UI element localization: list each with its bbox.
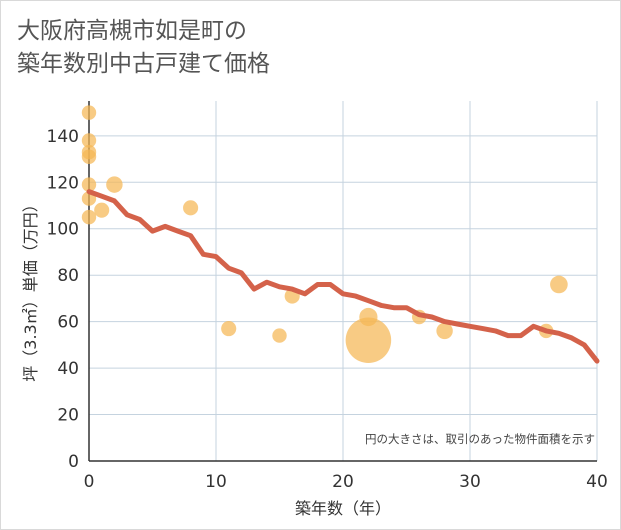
y-tick-label-0: 0 bbox=[68, 452, 79, 472]
y-tick-label-7: 140 bbox=[47, 127, 79, 147]
scatter-point-3 bbox=[81, 149, 97, 164]
scatter-point-8 bbox=[106, 176, 123, 193]
y-tick-label-2: 40 bbox=[57, 359, 79, 379]
scatter-point-4 bbox=[81, 177, 97, 192]
chart-title-line-2: 築年数別中古戸建て価格 bbox=[17, 51, 270, 77]
y-tick-label-5: 100 bbox=[47, 220, 79, 240]
scatter-point-16 bbox=[436, 322, 453, 340]
scatter-point-0 bbox=[81, 105, 97, 120]
trend-line bbox=[86, 189, 600, 364]
x-axis-title: 築年数（年） bbox=[295, 499, 391, 518]
scatter-point-10 bbox=[221, 321, 237, 337]
scatter-point-13 bbox=[345, 317, 392, 363]
x-tick-label-0: 0 bbox=[84, 472, 95, 492]
y-tick-label-4: 80 bbox=[57, 266, 79, 286]
y-axis-title: 坪（3.3㎡）単価（万円） bbox=[21, 196, 40, 381]
tick-labels: 0 10 20 30 40 0 20 40 60 80 100 120 140 bbox=[47, 127, 608, 492]
size-legend-note: 円の大きさは、取引のあった物件面積を示す bbox=[365, 432, 595, 446]
scatter-point-7 bbox=[94, 202, 110, 218]
scatter-point-14 bbox=[359, 307, 378, 327]
x-tick-label-3: 30 bbox=[459, 472, 481, 492]
chart-title-line-1: 大阪府高槻市如是町の bbox=[17, 18, 247, 44]
y-tick-label-3: 60 bbox=[57, 313, 79, 333]
scatter-point-9 bbox=[183, 200, 199, 216]
scatter-point-18 bbox=[550, 275, 568, 294]
scatter-point-6 bbox=[81, 209, 97, 225]
chart-title: 大阪府高槻市如是町の 築年数別中古戸建て価格 bbox=[17, 15, 270, 81]
grid-lines bbox=[89, 101, 598, 461]
trend-line-series bbox=[86, 189, 600, 364]
x-tick-label-4: 40 bbox=[586, 472, 608, 492]
scatter-point-11 bbox=[272, 328, 287, 343]
x-tick-label-2: 20 bbox=[332, 472, 354, 492]
y-tick-label-6: 120 bbox=[47, 173, 79, 193]
scatter-point-1 bbox=[81, 133, 97, 148]
scatter-series bbox=[81, 105, 568, 363]
x-tick-label-1: 10 bbox=[205, 472, 227, 492]
y-tick-label-1: 20 bbox=[57, 406, 79, 426]
